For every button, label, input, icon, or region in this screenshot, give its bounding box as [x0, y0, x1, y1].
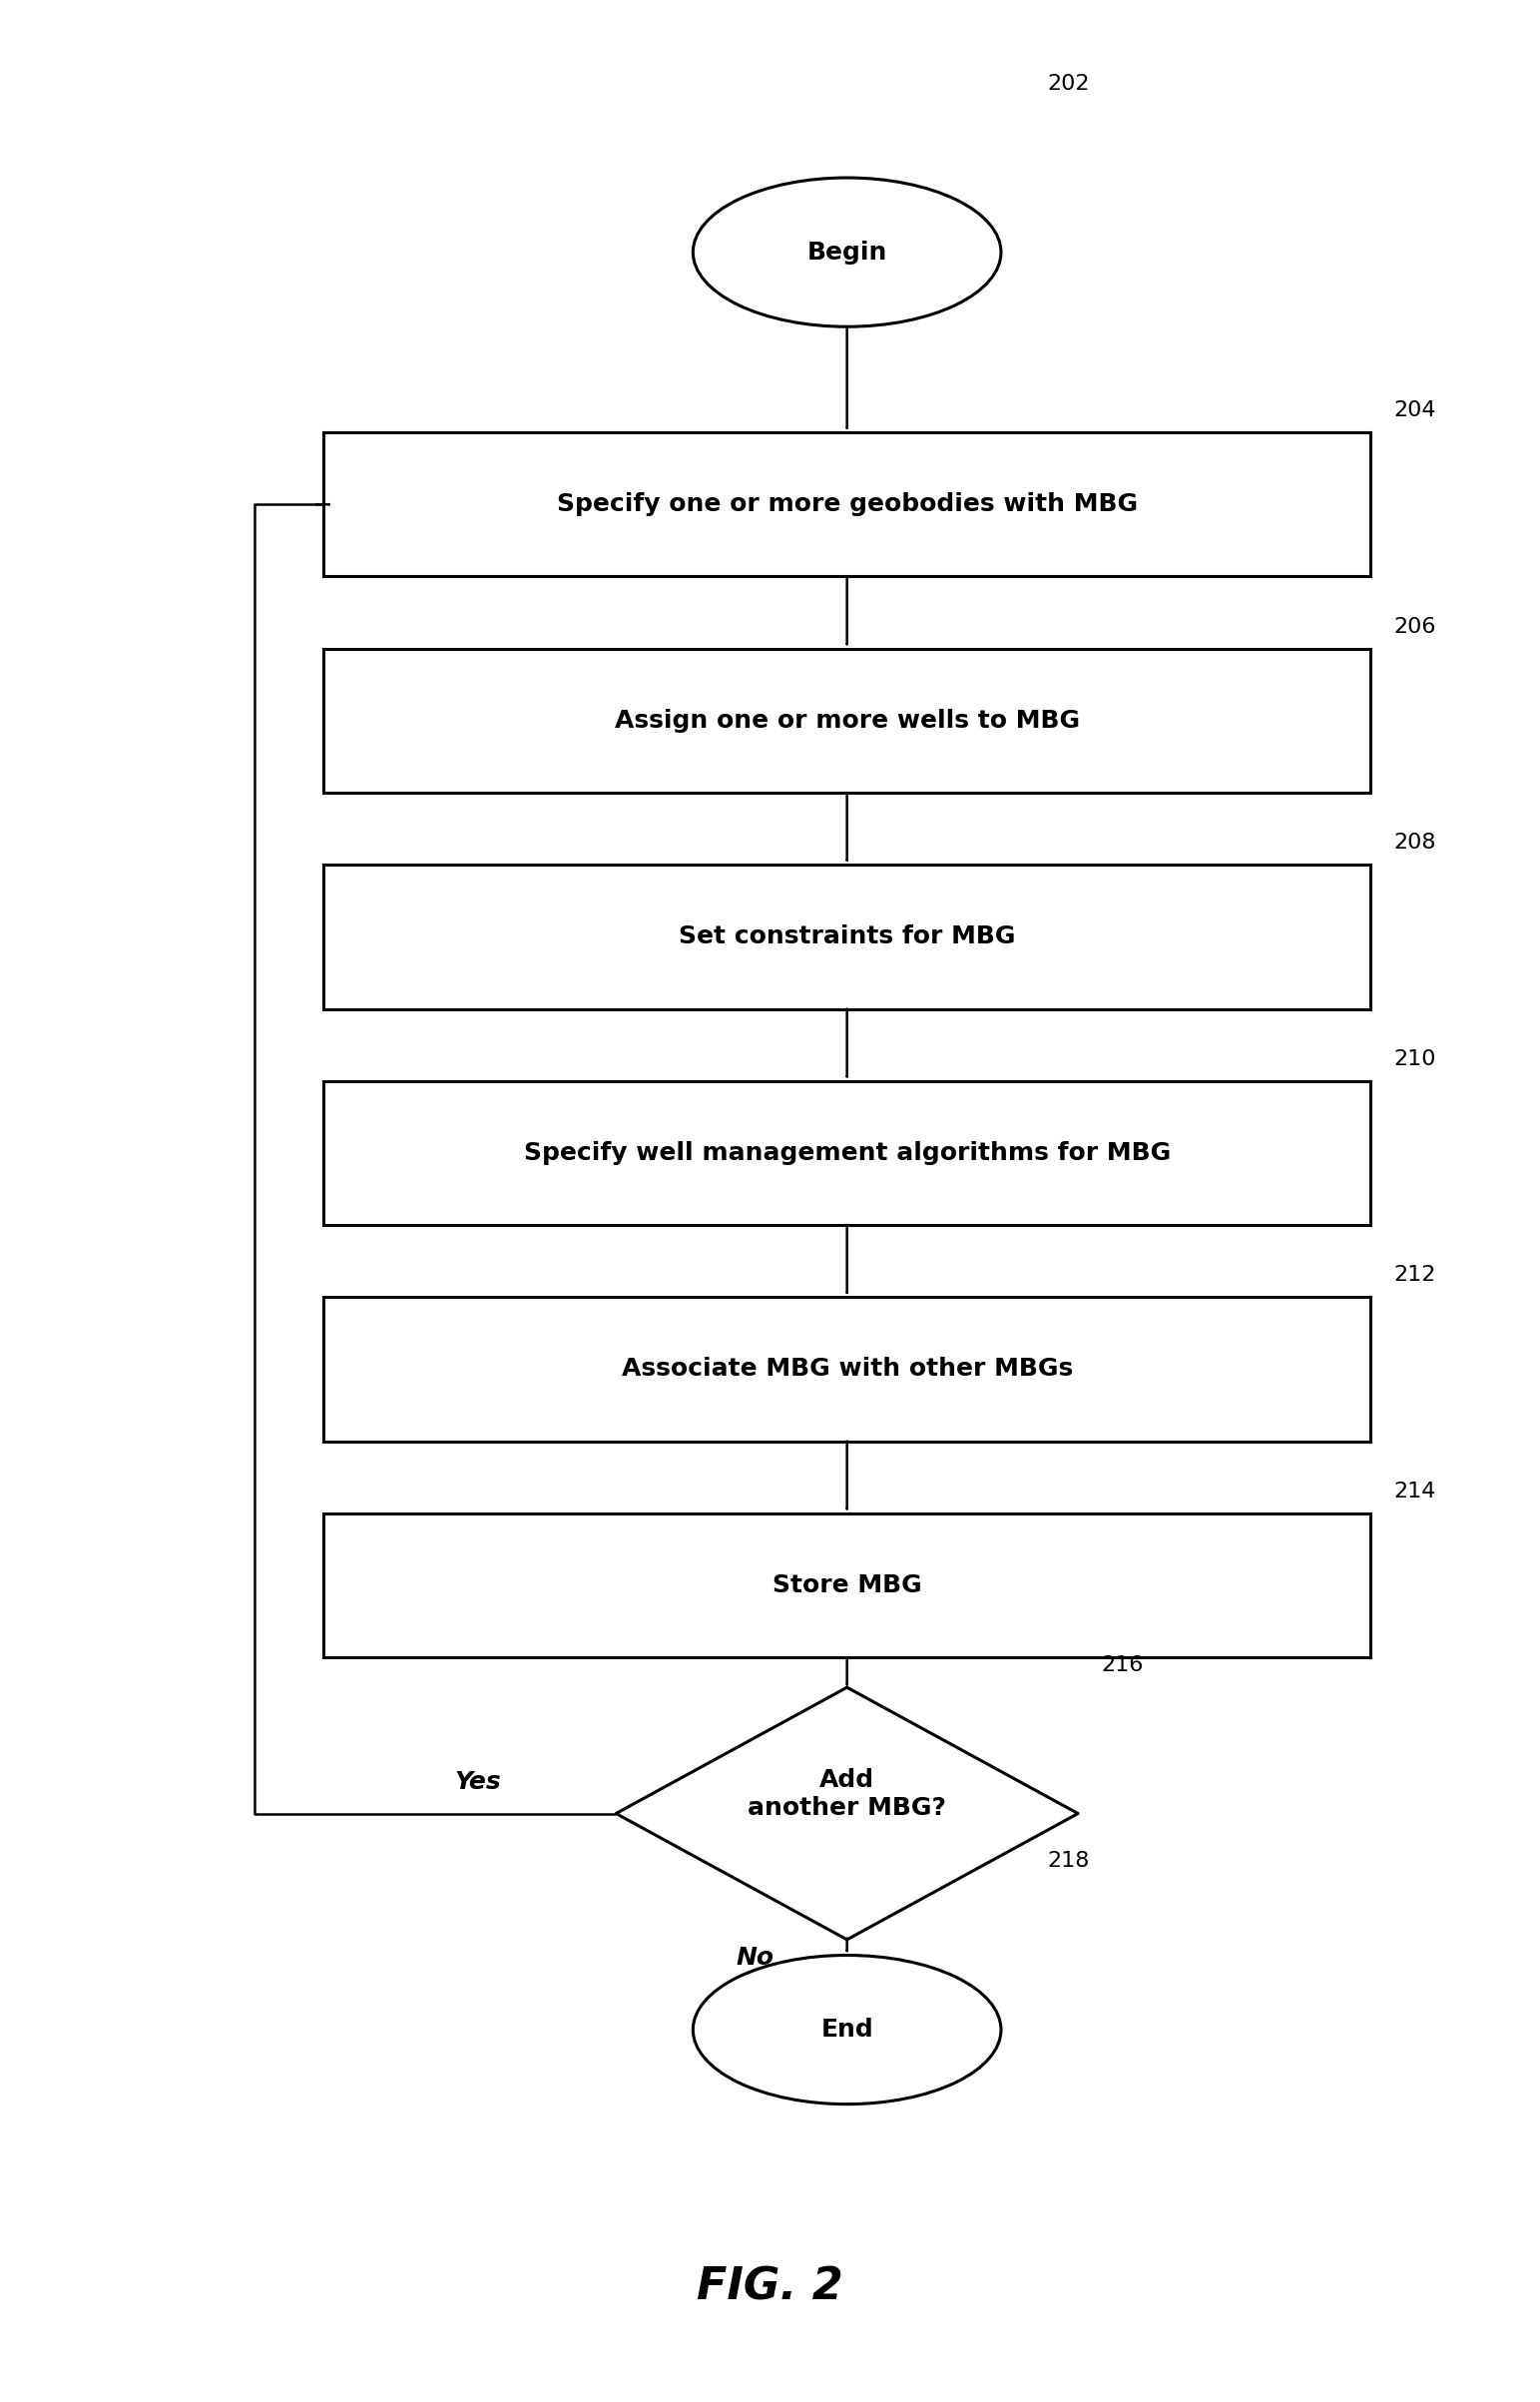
- Text: 214: 214: [1394, 1482, 1435, 1501]
- Text: Set constraints for MBG: Set constraints for MBG: [679, 925, 1015, 949]
- Text: Yes: Yes: [454, 1770, 501, 1794]
- Text: 212: 212: [1394, 1266, 1435, 1285]
- Text: Store MBG: Store MBG: [772, 1573, 922, 1597]
- Text: Begin: Begin: [807, 240, 887, 264]
- Text: 202: 202: [1047, 74, 1090, 94]
- FancyBboxPatch shape: [323, 865, 1371, 1009]
- Text: Add
another MBG?: Add another MBG?: [748, 1768, 946, 1821]
- Text: Specify one or more geobodies with MBG: Specify one or more geobodies with MBG: [556, 492, 1138, 516]
- Ellipse shape: [693, 178, 1001, 327]
- FancyBboxPatch shape: [323, 1297, 1371, 1441]
- Polygon shape: [616, 1689, 1078, 1941]
- Text: 204: 204: [1394, 401, 1437, 420]
- Text: End: End: [821, 2018, 873, 2042]
- Text: Specify well management algorithms for MBG: Specify well management algorithms for M…: [524, 1141, 1170, 1165]
- FancyBboxPatch shape: [323, 1081, 1371, 1225]
- Text: FIG. 2: FIG. 2: [696, 2265, 844, 2308]
- Text: 210: 210: [1394, 1050, 1437, 1069]
- Text: Associate MBG with other MBGs: Associate MBG with other MBGs: [621, 1357, 1073, 1381]
- Text: 216: 216: [1101, 1655, 1143, 1677]
- Text: 208: 208: [1394, 833, 1437, 853]
- FancyBboxPatch shape: [323, 649, 1371, 793]
- Text: Assign one or more wells to MBG: Assign one or more wells to MBG: [614, 709, 1080, 733]
- FancyBboxPatch shape: [323, 1513, 1371, 1657]
- FancyBboxPatch shape: [323, 432, 1371, 576]
- Ellipse shape: [693, 1955, 1001, 2104]
- Text: 218: 218: [1047, 1852, 1089, 1871]
- Text: No: No: [736, 1946, 773, 1970]
- Text: 206: 206: [1394, 617, 1437, 637]
